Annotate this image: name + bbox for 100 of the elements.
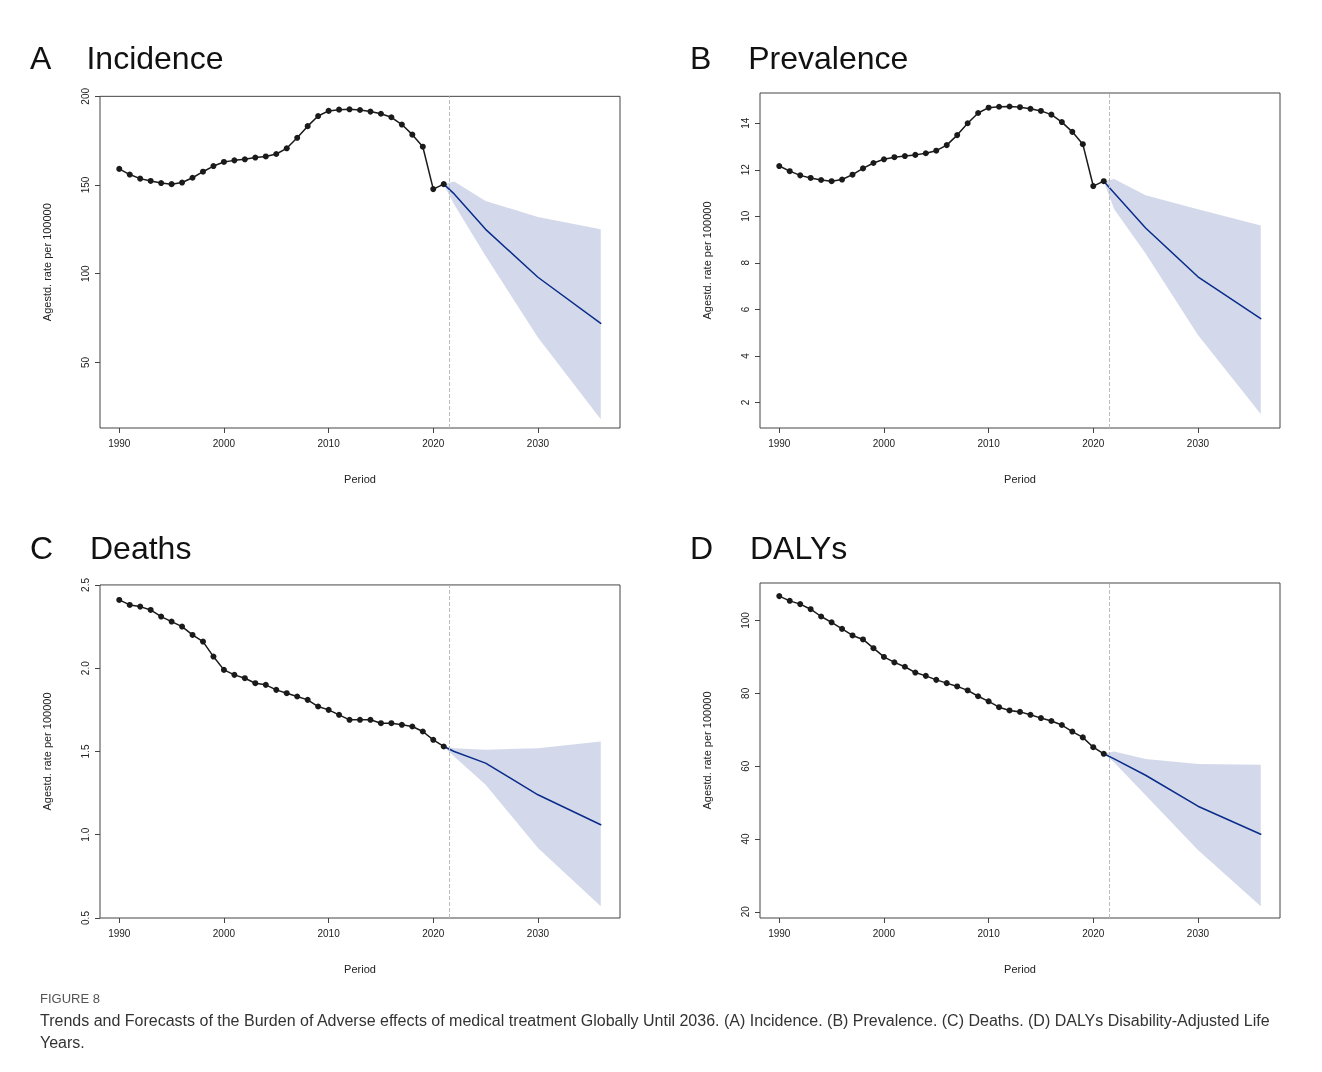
y-axis-title: Agestd. rate per 100000 (40, 203, 53, 322)
x-tick-label: 2010 (317, 437, 341, 449)
point (430, 186, 437, 193)
point (1100, 178, 1107, 185)
y-tick-label: 150 (79, 176, 91, 194)
point (1027, 711, 1034, 718)
y-tick-label: 80 (739, 687, 751, 699)
point (786, 168, 793, 175)
x-tick-label: 2030 (526, 927, 550, 939)
point (975, 693, 982, 700)
point (367, 108, 374, 115)
chart-title: D DALYs (690, 530, 848, 567)
point (996, 103, 1003, 110)
x-tick-label: 1990 (108, 927, 131, 939)
point (388, 114, 395, 121)
x-tick-label: 2020 (422, 437, 445, 449)
point (1058, 722, 1065, 729)
point (891, 659, 898, 666)
point (1006, 707, 1013, 714)
point (1017, 708, 1023, 715)
point (860, 636, 866, 643)
point (1079, 141, 1086, 148)
x-tick-label: 1990 (768, 927, 791, 939)
point (1100, 750, 1107, 757)
x-tick-label: 2030 (1186, 927, 1210, 939)
x-tick-label: 1990 (768, 437, 791, 449)
point (818, 177, 825, 184)
x-tick-label: 1990 (108, 437, 131, 449)
point (1048, 718, 1055, 724)
point (807, 174, 814, 181)
point (252, 680, 259, 687)
point (116, 596, 123, 603)
x-tick-label: 2010 (317, 927, 341, 939)
point (776, 593, 783, 600)
point (807, 606, 814, 613)
point (147, 177, 154, 184)
point (231, 671, 238, 678)
y-tick-label: 20 (739, 905, 751, 918)
x-tick-label: 2030 (526, 437, 550, 449)
x-axis-title: Period (344, 962, 376, 975)
point (1069, 728, 1076, 735)
point (315, 113, 322, 120)
y-tick-label: 100 (79, 264, 91, 283)
point (828, 178, 835, 185)
point (116, 165, 123, 172)
x-tick-label: 2020 (1082, 437, 1105, 449)
text: Trends and Forecasts of the Burden of Adverse effects of medical treatment Globally Until 2036. (A) Incidence. (B) Prevalence. (C) Deaths. (D) DALYs Disability-Adjusted Life Years. (40, 1011, 1271, 1053)
point (870, 160, 877, 167)
point (377, 720, 384, 727)
point (964, 120, 971, 127)
point (273, 150, 280, 157)
y-tick-label: 60 (739, 760, 751, 772)
point (220, 666, 227, 673)
point (419, 728, 426, 735)
y-tick-label: 1.5 (79, 744, 91, 759)
point (325, 107, 332, 114)
y-tick-label: 1.0 (79, 827, 91, 842)
y-axis-title: Agestd. rate per 100000 (700, 691, 713, 810)
x-tick-label: 2000 (212, 437, 236, 449)
point (377, 110, 384, 117)
point (943, 142, 950, 149)
x-axis-title: Period (1004, 472, 1036, 485)
point (346, 716, 353, 723)
x-tick-label: 2020 (422, 927, 445, 939)
point (283, 690, 290, 697)
point (922, 672, 929, 679)
point (776, 163, 783, 170)
point (283, 145, 290, 152)
point (996, 704, 1003, 711)
point (430, 736, 437, 743)
y-tick-label: 14 (739, 117, 751, 129)
chart-title: C Deaths (30, 530, 192, 567)
chart-title: A Incidence (30, 40, 224, 77)
point (231, 157, 238, 164)
point (440, 181, 447, 188)
y-tick-label: 50 (79, 356, 91, 368)
point (210, 653, 217, 660)
x-axis-title: Period (344, 472, 376, 485)
point (158, 180, 165, 187)
point (1058, 119, 1065, 126)
point (1048, 111, 1055, 118)
point (964, 687, 971, 694)
y-tick-label: 12 (739, 163, 751, 176)
point (1037, 715, 1044, 722)
point (1037, 107, 1044, 114)
point (273, 686, 280, 693)
point (357, 107, 363, 113)
point (367, 716, 374, 723)
point (210, 163, 217, 170)
point (880, 653, 887, 660)
point (870, 645, 877, 652)
point (797, 601, 804, 608)
point (294, 134, 301, 141)
y-axis-title: Agestd. rate per 100000 (700, 201, 713, 320)
point (786, 597, 793, 604)
point (189, 631, 196, 638)
y-tick-label: 4 (739, 352, 751, 359)
point (880, 156, 887, 163)
point (1079, 734, 1086, 741)
point (346, 106, 353, 113)
